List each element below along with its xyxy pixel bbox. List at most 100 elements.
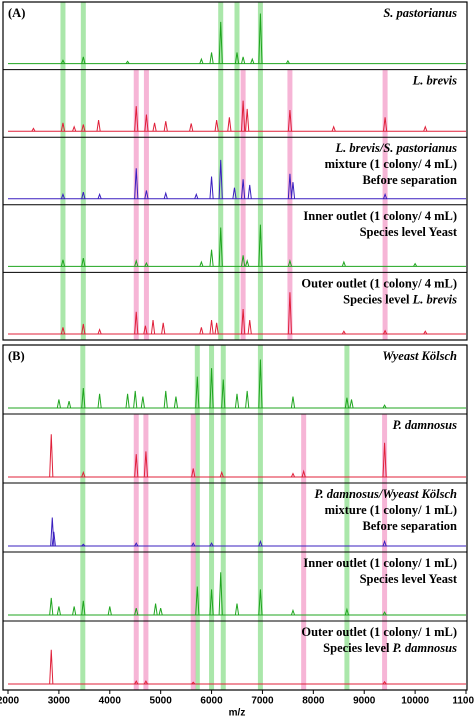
peak <box>241 308 246 335</box>
label-segment: Wyeast Kölsch <box>382 349 457 363</box>
peak <box>125 60 130 64</box>
trace-label: P. damnosus/Wyeast Kölsch <box>314 487 457 501</box>
trace-label: L. brevis <box>412 73 458 87</box>
panel-label: (A) <box>8 6 25 20</box>
peak <box>152 122 157 132</box>
yeast-band <box>60 2 66 340</box>
trace-label: Before separation <box>362 173 457 187</box>
peak <box>383 192 388 199</box>
peak <box>241 179 246 199</box>
peak <box>287 110 293 132</box>
peak <box>218 227 223 267</box>
peak <box>81 323 86 335</box>
peak <box>241 255 246 267</box>
peak <box>125 393 130 409</box>
panel-label: (B) <box>8 349 25 363</box>
yeast-band <box>257 345 263 690</box>
label-segment: L. brevis <box>412 292 458 306</box>
yeast-band <box>194 345 200 690</box>
peak <box>81 192 86 199</box>
x-tick-label: 10000 <box>401 696 429 707</box>
peak <box>258 13 263 64</box>
x-tick-label: 3000 <box>48 696 71 707</box>
peak <box>60 327 66 335</box>
label-segment: P. damnosus/Wyeast Kölsch <box>314 487 457 501</box>
peak <box>290 472 296 478</box>
label-segment: Inner outlet (1 colony/ 1 mL) <box>303 556 457 570</box>
label-segment: Species level Yeast <box>360 225 458 239</box>
peak <box>60 259 66 267</box>
peak <box>382 680 387 685</box>
peak <box>218 572 223 616</box>
peak <box>250 57 255 64</box>
peak <box>214 120 219 132</box>
panel-frame <box>2 344 468 691</box>
peak <box>382 611 387 616</box>
label-segment: Before separation <box>362 173 457 187</box>
peak <box>221 379 226 409</box>
x-tick-label: 11000 <box>452 696 474 707</box>
peak <box>133 390 138 409</box>
peak <box>218 159 223 199</box>
trace-label: Species level L. brevis <box>343 292 457 306</box>
peak <box>194 192 199 199</box>
trace-label: S. pastorianus <box>383 6 457 20</box>
peak <box>287 292 293 335</box>
label-segment: L. brevis <box>412 73 458 87</box>
peak <box>227 117 232 132</box>
trace-label: Before separation <box>362 519 457 533</box>
peak <box>195 586 200 616</box>
peak <box>382 404 387 409</box>
peak <box>331 125 336 132</box>
x-tick-label: 8000 <box>302 696 325 707</box>
peak <box>258 224 263 267</box>
label-segment: Species level <box>323 641 392 655</box>
peak <box>134 542 139 547</box>
yeast-band <box>234 2 240 340</box>
peak <box>81 257 86 267</box>
peak <box>144 114 149 132</box>
peak <box>144 261 149 267</box>
peak <box>97 328 102 335</box>
peak <box>285 59 290 64</box>
label-segment: P. damnosus <box>393 418 458 432</box>
peak <box>209 320 214 335</box>
x-tick-label: 5000 <box>150 696 173 707</box>
peak <box>144 190 149 199</box>
yeast-band <box>344 345 350 690</box>
peak <box>96 120 101 132</box>
peak <box>134 168 139 199</box>
trace-label: L. brevis/S. pastorianus <box>334 141 457 155</box>
peak <box>81 543 86 547</box>
peak <box>258 589 263 616</box>
peak <box>72 125 77 132</box>
peak <box>301 469 306 478</box>
peak <box>189 123 194 132</box>
peak <box>209 52 214 64</box>
peak <box>97 192 102 199</box>
peak <box>218 21 223 64</box>
peak <box>258 539 263 547</box>
peak <box>163 191 168 199</box>
peak <box>49 434 54 478</box>
yeast-band <box>80 345 86 690</box>
x-axis-label: m/z <box>229 708 246 719</box>
peak <box>60 122 66 132</box>
label-segment: S. pastorianus <box>383 6 457 20</box>
peak <box>209 249 214 267</box>
peak <box>134 454 139 478</box>
peak <box>60 59 66 64</box>
peak <box>234 603 240 616</box>
label-segment: Inner outlet (1 colony/ 4 mL) <box>303 209 457 223</box>
peak <box>423 330 428 335</box>
peak <box>287 259 293 267</box>
yeast-band <box>80 2 86 340</box>
peak <box>413 262 418 267</box>
peak <box>173 396 179 409</box>
trace-label: Outer outlet (1 colony/ 1 mL) <box>301 625 457 639</box>
peak <box>134 680 139 685</box>
peak <box>341 330 346 335</box>
peak <box>143 680 148 685</box>
yeast-band <box>257 2 263 340</box>
